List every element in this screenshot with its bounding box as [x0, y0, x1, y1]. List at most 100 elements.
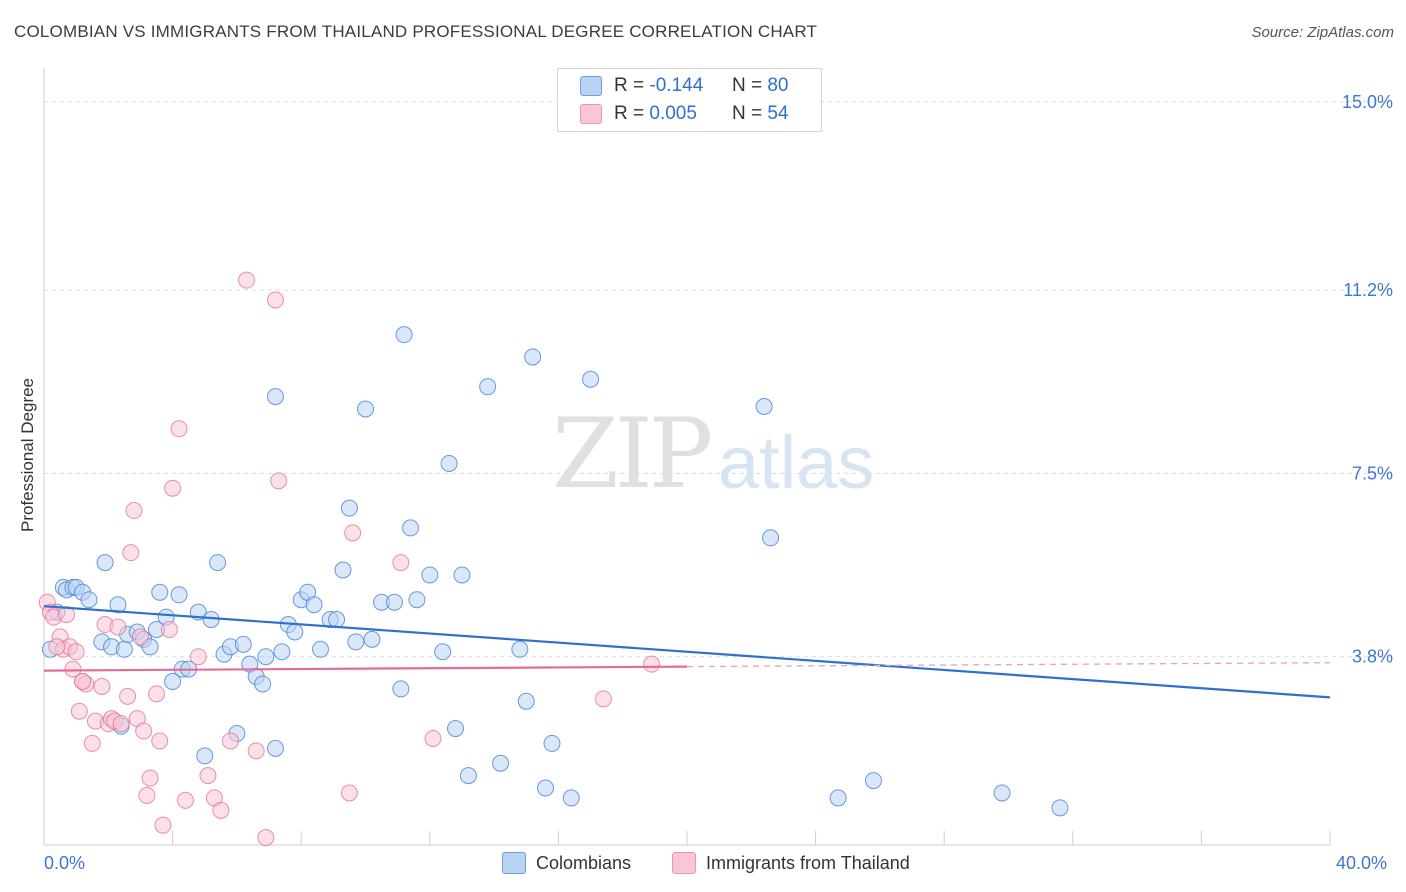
point-thailand — [131, 628, 149, 646]
point-colombians — [347, 633, 365, 651]
point-colombians — [305, 596, 323, 614]
point-thailand — [189, 648, 207, 666]
point-thailand — [67, 643, 85, 661]
point-colombians — [209, 554, 227, 572]
point-colombians — [993, 784, 1011, 802]
n-value: 54 — [767, 103, 789, 124]
x-max-label: 40.0% — [1336, 853, 1388, 873]
point-thailand — [74, 672, 92, 690]
correlation-legend: R = -0.144 N = 80 R = 0.005 N = 54 — [557, 68, 822, 132]
point-colombians — [395, 326, 413, 344]
point-colombians — [402, 519, 420, 537]
point-colombians — [234, 635, 252, 653]
point-colombians — [537, 779, 555, 797]
point-thailand — [70, 702, 88, 720]
point-thailand — [266, 291, 284, 309]
point-colombians — [755, 397, 773, 415]
r-label: R = — [614, 75, 645, 96]
point-colombians — [1051, 799, 1069, 817]
point-colombians — [479, 378, 497, 396]
point-thailand — [257, 829, 275, 847]
point-thailand — [340, 784, 358, 802]
watermark-atlas: atlas — [718, 421, 875, 504]
legend-item-colombians: Colombians — [502, 852, 631, 874]
point-thailand — [392, 554, 410, 572]
point-colombians — [266, 739, 284, 757]
point-colombians — [96, 554, 114, 572]
point-thailand — [83, 734, 101, 752]
y-tick-label: 3.8% — [1352, 647, 1393, 667]
point-thailand — [170, 420, 188, 438]
legend-label: Colombians — [536, 852, 632, 873]
point-thailand — [221, 732, 239, 750]
chart-title: COLOMBIAN VS IMMIGRANTS FROM THAILAND PR… — [14, 22, 818, 41]
point-thailand — [154, 816, 172, 834]
point-colombians — [170, 586, 188, 604]
point-colombians — [453, 566, 471, 584]
y-tick-label: 15.0% — [1342, 92, 1393, 112]
trendline-thailand-extension — [686, 662, 1331, 668]
n-label: N = — [731, 103, 763, 124]
point-thailand — [64, 660, 82, 678]
point-thailand — [164, 479, 182, 497]
point-colombians — [385, 593, 403, 611]
point-colombians — [109, 596, 127, 614]
point-thailand — [176, 791, 194, 809]
point-thailand — [424, 729, 442, 747]
point-colombians — [257, 648, 275, 666]
point-colombians — [562, 789, 580, 807]
point-colombians — [151, 583, 169, 601]
point-colombians — [115, 640, 133, 658]
point-colombians — [392, 680, 410, 698]
r-label: R = — [614, 103, 645, 124]
source-label: Source: ZipAtlas.com — [1251, 24, 1394, 41]
r-value: 0.005 — [649, 103, 697, 124]
point-colombians — [492, 754, 510, 772]
point-colombians — [286, 623, 304, 641]
point-thailand — [119, 687, 137, 705]
legend-label: Immigrants from Thailand — [706, 852, 910, 873]
n-value: 80 — [767, 75, 789, 96]
point-colombians — [511, 640, 529, 658]
point-colombians — [363, 630, 381, 648]
point-colombians — [408, 591, 426, 609]
point-colombians — [459, 767, 477, 785]
point-colombians — [517, 692, 535, 710]
r-value: -0.144 — [649, 75, 704, 96]
point-thailand — [160, 620, 178, 638]
y-tick-label: 7.5% — [1352, 463, 1393, 483]
n-label: N = — [731, 75, 763, 96]
watermark-zip: ZIP — [552, 398, 713, 510]
point-colombians — [524, 348, 542, 366]
point-colombians — [829, 789, 847, 807]
point-thailand — [643, 655, 661, 673]
legend-swatch-pink — [580, 104, 602, 124]
point-colombians — [440, 454, 458, 472]
point-colombians — [80, 591, 98, 609]
point-thailand — [93, 677, 111, 695]
point-colombians — [421, 566, 439, 584]
point-thailand — [247, 742, 265, 760]
point-colombians — [164, 672, 182, 690]
legend-swatch-blue — [580, 76, 602, 96]
point-thailand — [148, 685, 166, 703]
point-colombians — [762, 529, 780, 547]
point-thailand — [199, 767, 217, 785]
point-thailand — [135, 722, 153, 740]
point-colombians — [254, 675, 272, 693]
point-colombians — [334, 561, 352, 579]
point-thailand — [238, 271, 256, 289]
point-thailand — [125, 502, 143, 520]
x-min-label: 0.0% — [44, 853, 86, 873]
point-colombians — [864, 772, 882, 790]
point-thailand — [344, 524, 362, 542]
point-thailand — [138, 786, 156, 804]
point-colombians — [340, 499, 358, 517]
y-tick-label: 11.2% — [1343, 280, 1393, 300]
point-thailand — [48, 638, 66, 656]
point-thailand — [58, 606, 76, 624]
point-thailand — [594, 690, 612, 708]
point-colombians — [357, 400, 374, 418]
point-colombians — [202, 611, 220, 629]
point-thailand — [212, 801, 230, 819]
